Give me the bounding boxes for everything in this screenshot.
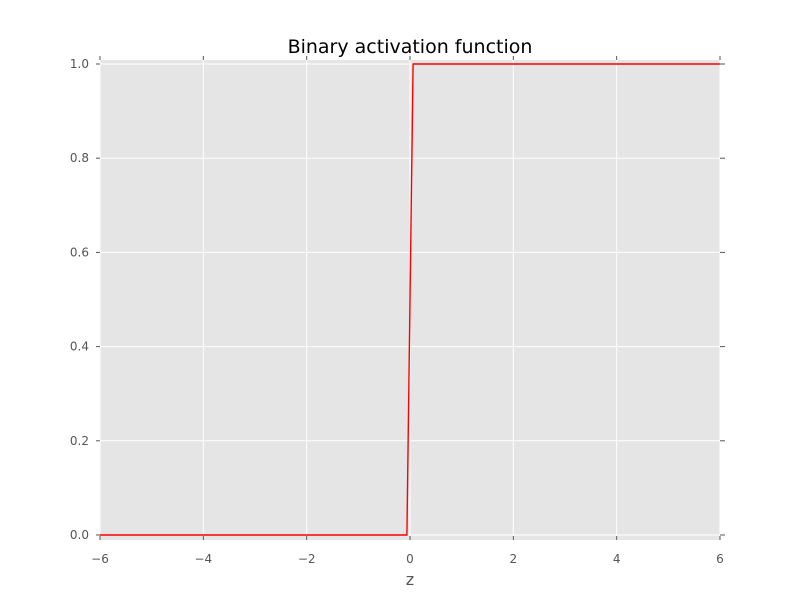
x-tick-label: −2 — [298, 552, 316, 566]
series-layer — [100, 63, 720, 536]
x-tick-label: 4 — [613, 552, 621, 566]
x-tick-label: 6 — [716, 552, 724, 566]
x-tick-label: 2 — [510, 552, 518, 566]
x-tick-label: −6 — [91, 552, 109, 566]
x-tick-label: 0 — [406, 552, 414, 566]
x-axis-label: z — [406, 570, 414, 589]
y-tick-label: 0.2 — [70, 434, 89, 448]
y-tick-label: 1.0 — [70, 57, 89, 71]
series-line — [100, 63, 720, 536]
y-tick-label: 0.4 — [70, 340, 89, 354]
chart-title: Binary activation function — [288, 36, 533, 58]
y-tick-label: 0.0 — [70, 528, 89, 542]
y-tick-label: 0.6 — [70, 245, 89, 259]
x-tick-label: −4 — [194, 552, 212, 566]
axis-ticks: −6 −4 −2 0 2 4 6 0.0 0.2 0.4 0.6 0.8 1.0 — [70, 56, 725, 566]
y-tick-label: 0.8 — [70, 151, 89, 165]
